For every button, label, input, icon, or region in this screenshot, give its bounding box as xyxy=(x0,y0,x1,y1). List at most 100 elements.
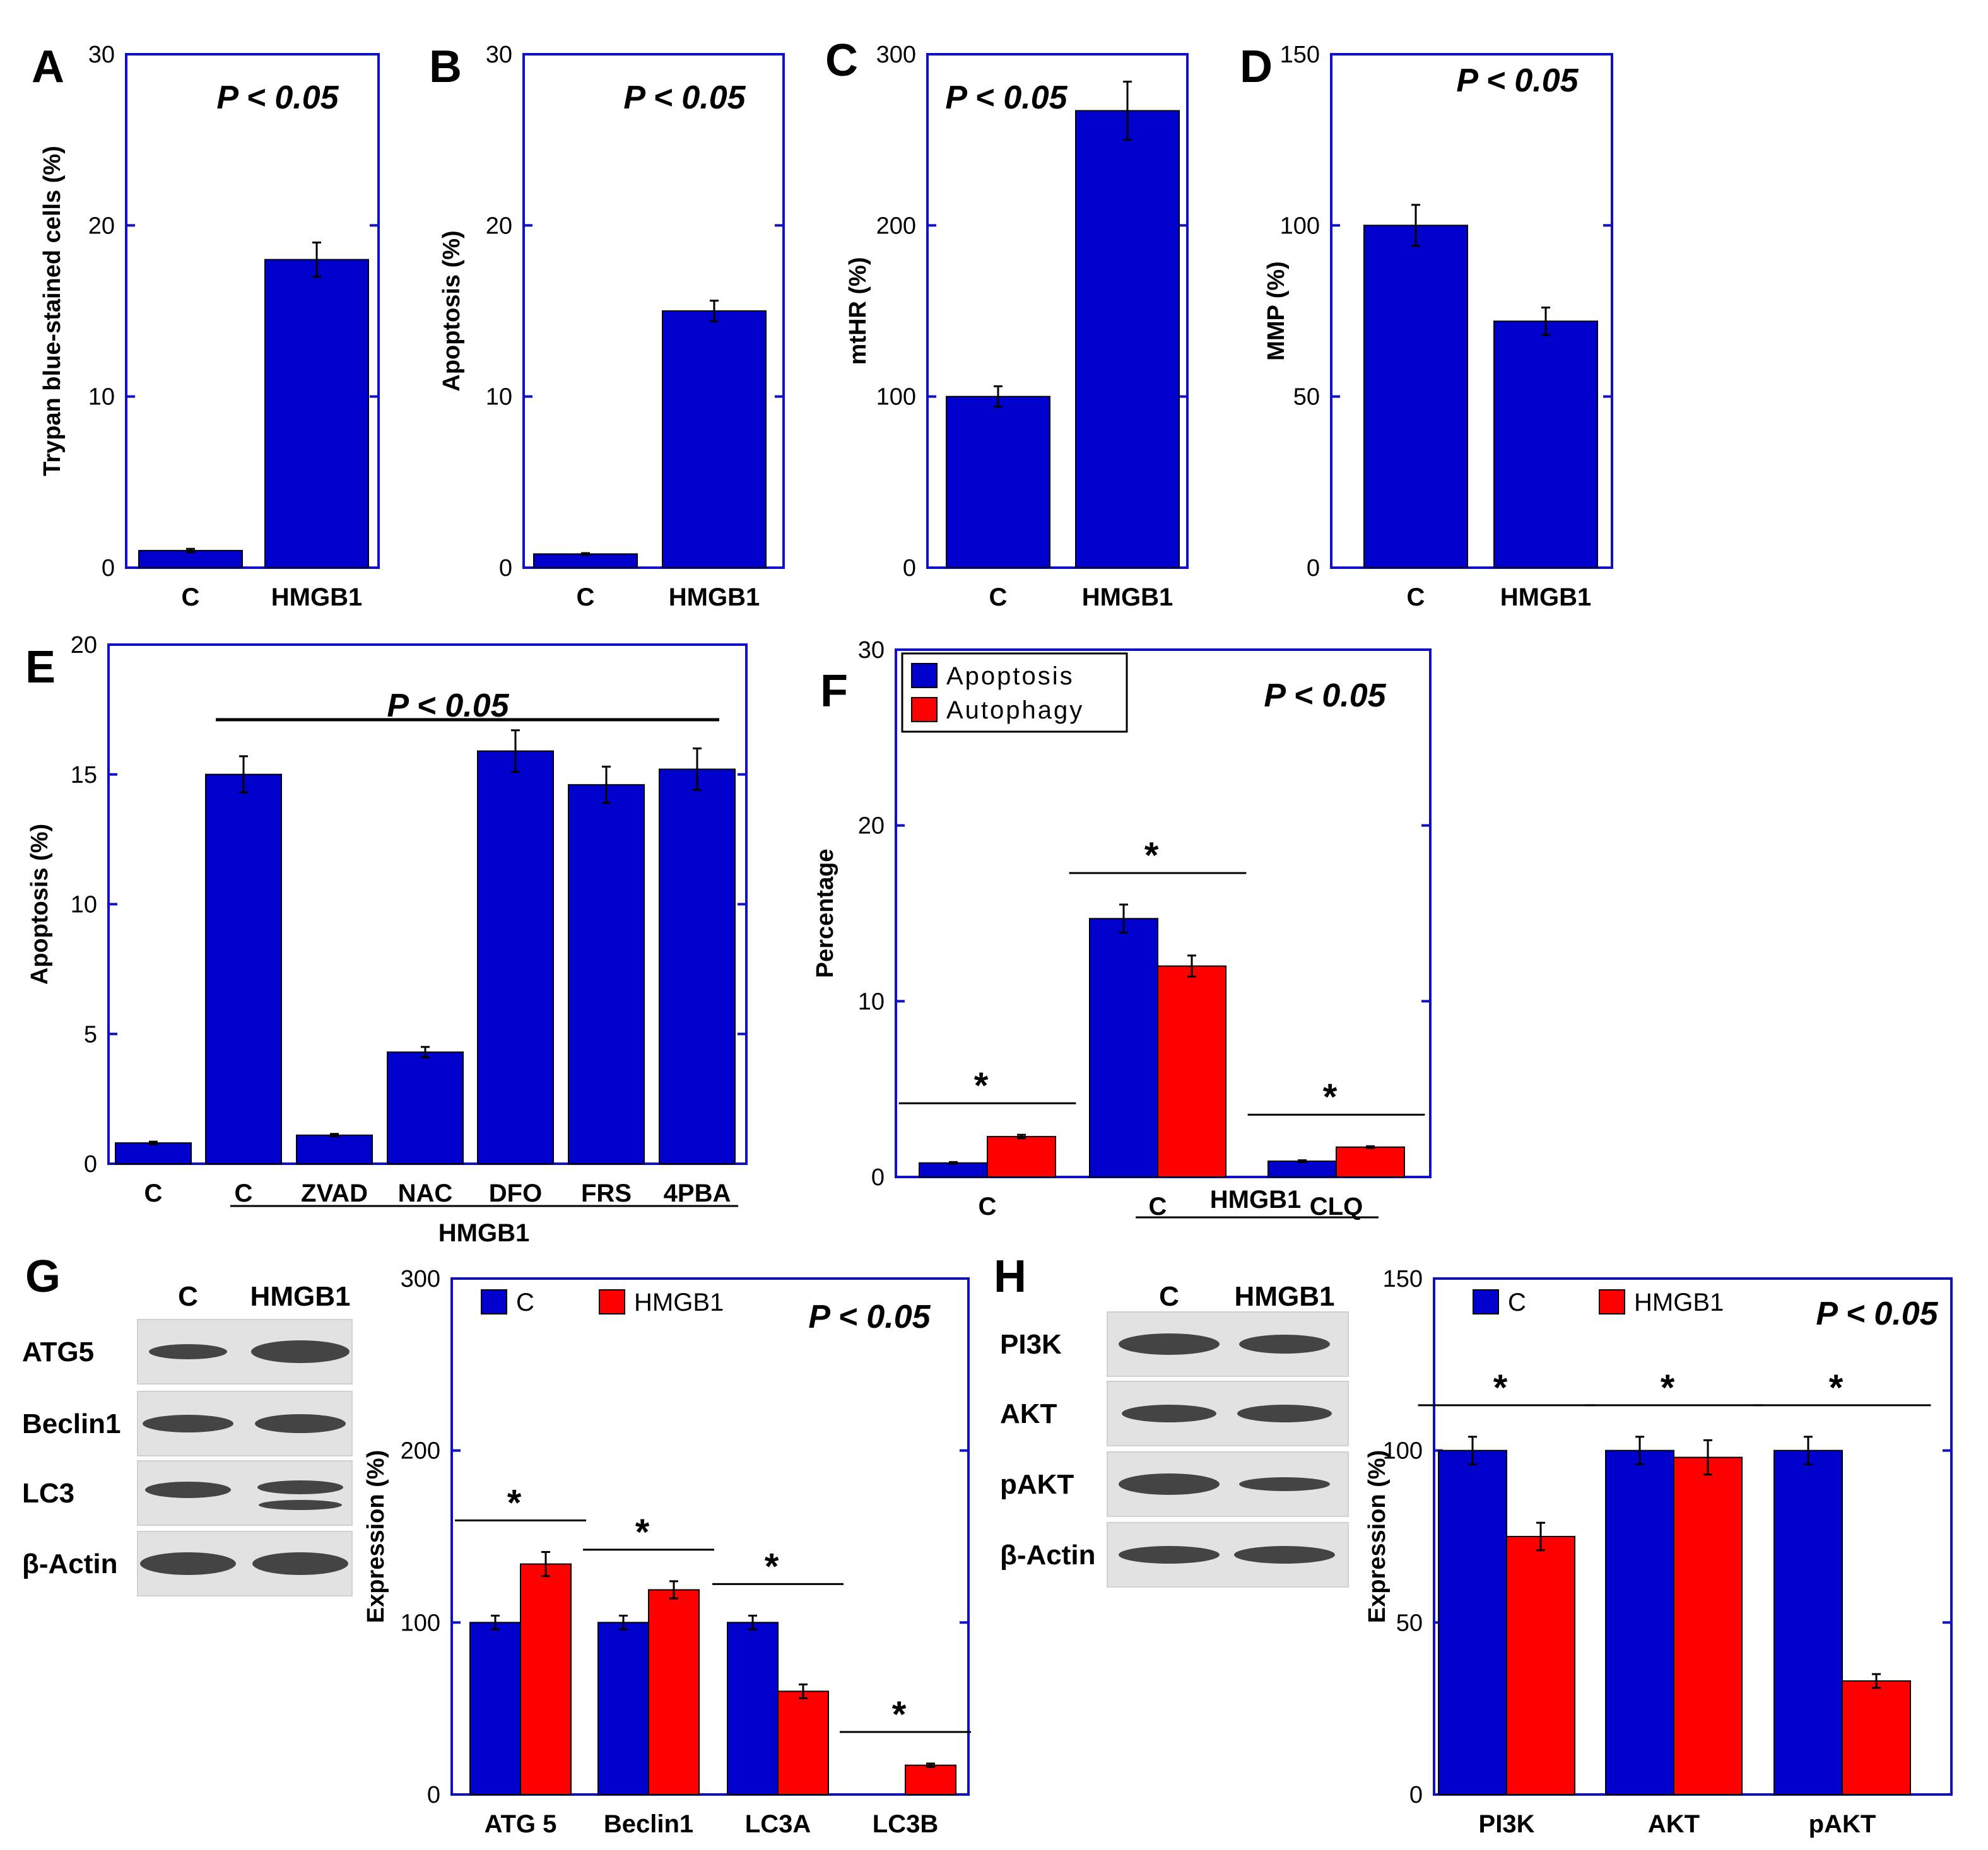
y-axis-label-A: Trypan blue-stained cells (%) xyxy=(39,146,66,476)
panel-label-F: F xyxy=(820,666,848,717)
x-category-label-E: NAC xyxy=(398,1180,453,1207)
ytick-label-E: 10 xyxy=(71,892,97,918)
y-axis-label-C: mtHR (%) xyxy=(845,257,871,365)
legend-label-H: HMGB1 xyxy=(1634,1289,1724,1316)
plot-frame-D xyxy=(1330,53,1613,569)
bar-F-series1 xyxy=(1267,1160,1337,1178)
plot-frame-B xyxy=(522,53,785,569)
blot-band-H xyxy=(1119,1546,1220,1564)
p-value-annotation-B: P < 0.05 xyxy=(623,79,746,116)
x-category-label-C: C xyxy=(989,583,1008,611)
blot-band-G xyxy=(140,1552,236,1575)
blot-band-H xyxy=(1119,1333,1220,1355)
blot-band-G xyxy=(143,1415,233,1432)
bar-E xyxy=(115,1142,192,1164)
legend-swatch-H xyxy=(1473,1289,1499,1314)
ytick-label-F: 0 xyxy=(871,1164,885,1191)
blot-band-H xyxy=(1119,1473,1220,1495)
x-category-label-E: C xyxy=(144,1180,163,1207)
bar-C xyxy=(946,395,1050,569)
ytick-label-D: 50 xyxy=(1293,384,1320,411)
ytick-label-C: 200 xyxy=(876,213,916,239)
panel-label-H: H xyxy=(994,1251,1026,1302)
x-category-label-B: C xyxy=(577,583,595,611)
ytick-label-H: 50 xyxy=(1396,1610,1423,1636)
blot-band-H xyxy=(1122,1405,1216,1422)
x-category-label-G: LC3B xyxy=(873,1810,938,1838)
x-category-label-E: C xyxy=(235,1180,253,1207)
p-value-annotation-F: P < 0.05 xyxy=(1264,677,1386,714)
group-label-E: HMGB1 xyxy=(438,1219,529,1247)
significance-star-F: * xyxy=(1144,835,1159,876)
panel-label-G: G xyxy=(25,1251,61,1302)
legend-box-F xyxy=(901,652,1128,733)
x-category-label-H: PI3K xyxy=(1479,1810,1535,1838)
y-axis-label-F: Percentage xyxy=(812,849,838,978)
blot-column-label-G: HMGB1 xyxy=(250,1281,351,1312)
blot-band-G xyxy=(252,1552,348,1575)
group-label-F: HMGB1 xyxy=(1210,1186,1301,1214)
bar-G-series2 xyxy=(520,1563,572,1796)
bar-F-series2 xyxy=(987,1135,1056,1178)
p-value-annotation-G: P < 0.05 xyxy=(808,1299,931,1335)
legend-label-H: C xyxy=(1508,1289,1526,1316)
legend-label-G: HMGB1 xyxy=(634,1289,724,1316)
significance-star-F: * xyxy=(1323,1077,1338,1118)
ytick-label-A: 0 xyxy=(102,555,115,582)
y-axis-label-B: Apoptosis (%) xyxy=(438,230,465,391)
blot-row-label-H: pAKT xyxy=(1000,1469,1074,1500)
legend-swatch-F xyxy=(911,663,938,688)
x-category-label-G: Beclin1 xyxy=(604,1810,693,1838)
bar-E xyxy=(205,773,282,1164)
bar-F-series1 xyxy=(1089,918,1158,1178)
significance-star-H: * xyxy=(1829,1367,1844,1408)
bar-D xyxy=(1363,225,1468,569)
ytick-label-F: 30 xyxy=(858,637,885,664)
blot-band-G xyxy=(255,1414,346,1433)
panel-label-B: B xyxy=(429,42,462,92)
bar-F-series1 xyxy=(919,1162,988,1178)
y-axis-label-E: Apoptosis (%) xyxy=(26,824,53,985)
ytick-label-E: 15 xyxy=(71,762,97,788)
bar-B xyxy=(662,310,767,568)
bar-G-series2 xyxy=(905,1764,956,1796)
significance-star-G: * xyxy=(635,1512,650,1553)
significance-star-H: * xyxy=(1661,1367,1675,1408)
p-value-annotation-A: P < 0.05 xyxy=(216,79,339,116)
x-category-label-A: C xyxy=(182,583,200,611)
bar-F-series2 xyxy=(1157,965,1226,1178)
blot-column-label-G: C xyxy=(178,1281,198,1312)
ytick-label-F: 20 xyxy=(858,813,885,840)
bar-F-series2 xyxy=(1336,1146,1405,1178)
bar-H-series2 xyxy=(1506,1536,1575,1795)
ytick-label-H: 100 xyxy=(1383,1438,1423,1465)
significance-star-G: * xyxy=(765,1546,779,1587)
x-category-label-H: pAKT xyxy=(1809,1810,1876,1838)
ytick-label-H: 150 xyxy=(1383,1266,1423,1292)
ytick-label-B: 30 xyxy=(486,42,512,68)
ytick-label-D: 100 xyxy=(1280,213,1320,239)
y-axis-label-D: MMP (%) xyxy=(1263,261,1290,361)
bar-G-series1 xyxy=(597,1622,649,1795)
p-value-annotation-E: P < 0.05 xyxy=(387,688,509,724)
x-category-label-E: DFO xyxy=(489,1180,542,1207)
x-category-label-G: LC3A xyxy=(745,1810,811,1838)
bar-B xyxy=(533,553,638,569)
panel-label-A: A xyxy=(32,42,64,92)
bar-E xyxy=(387,1051,464,1165)
panel-label-C: C xyxy=(825,35,858,86)
x-category-label-B: HMGB1 xyxy=(669,583,760,611)
p-value-annotation-H: P < 0.05 xyxy=(1816,1296,1938,1332)
legend-label-G: C xyxy=(516,1289,534,1316)
blot-column-label-H: C xyxy=(1159,1281,1179,1312)
plot-frame-C xyxy=(926,53,1189,569)
blot-band-H xyxy=(1239,1477,1330,1491)
bar-E xyxy=(568,784,645,1164)
x-category-label-F: C xyxy=(1149,1193,1167,1221)
ytick-label-H: 0 xyxy=(1409,1782,1423,1808)
bar-H-series1 xyxy=(1438,1449,1507,1796)
blot-row-label-G: β-Actin xyxy=(22,1548,118,1579)
ytick-label-C: 300 xyxy=(876,42,916,68)
x-category-label-E: FRS xyxy=(581,1180,632,1207)
bar-C xyxy=(1075,110,1180,569)
